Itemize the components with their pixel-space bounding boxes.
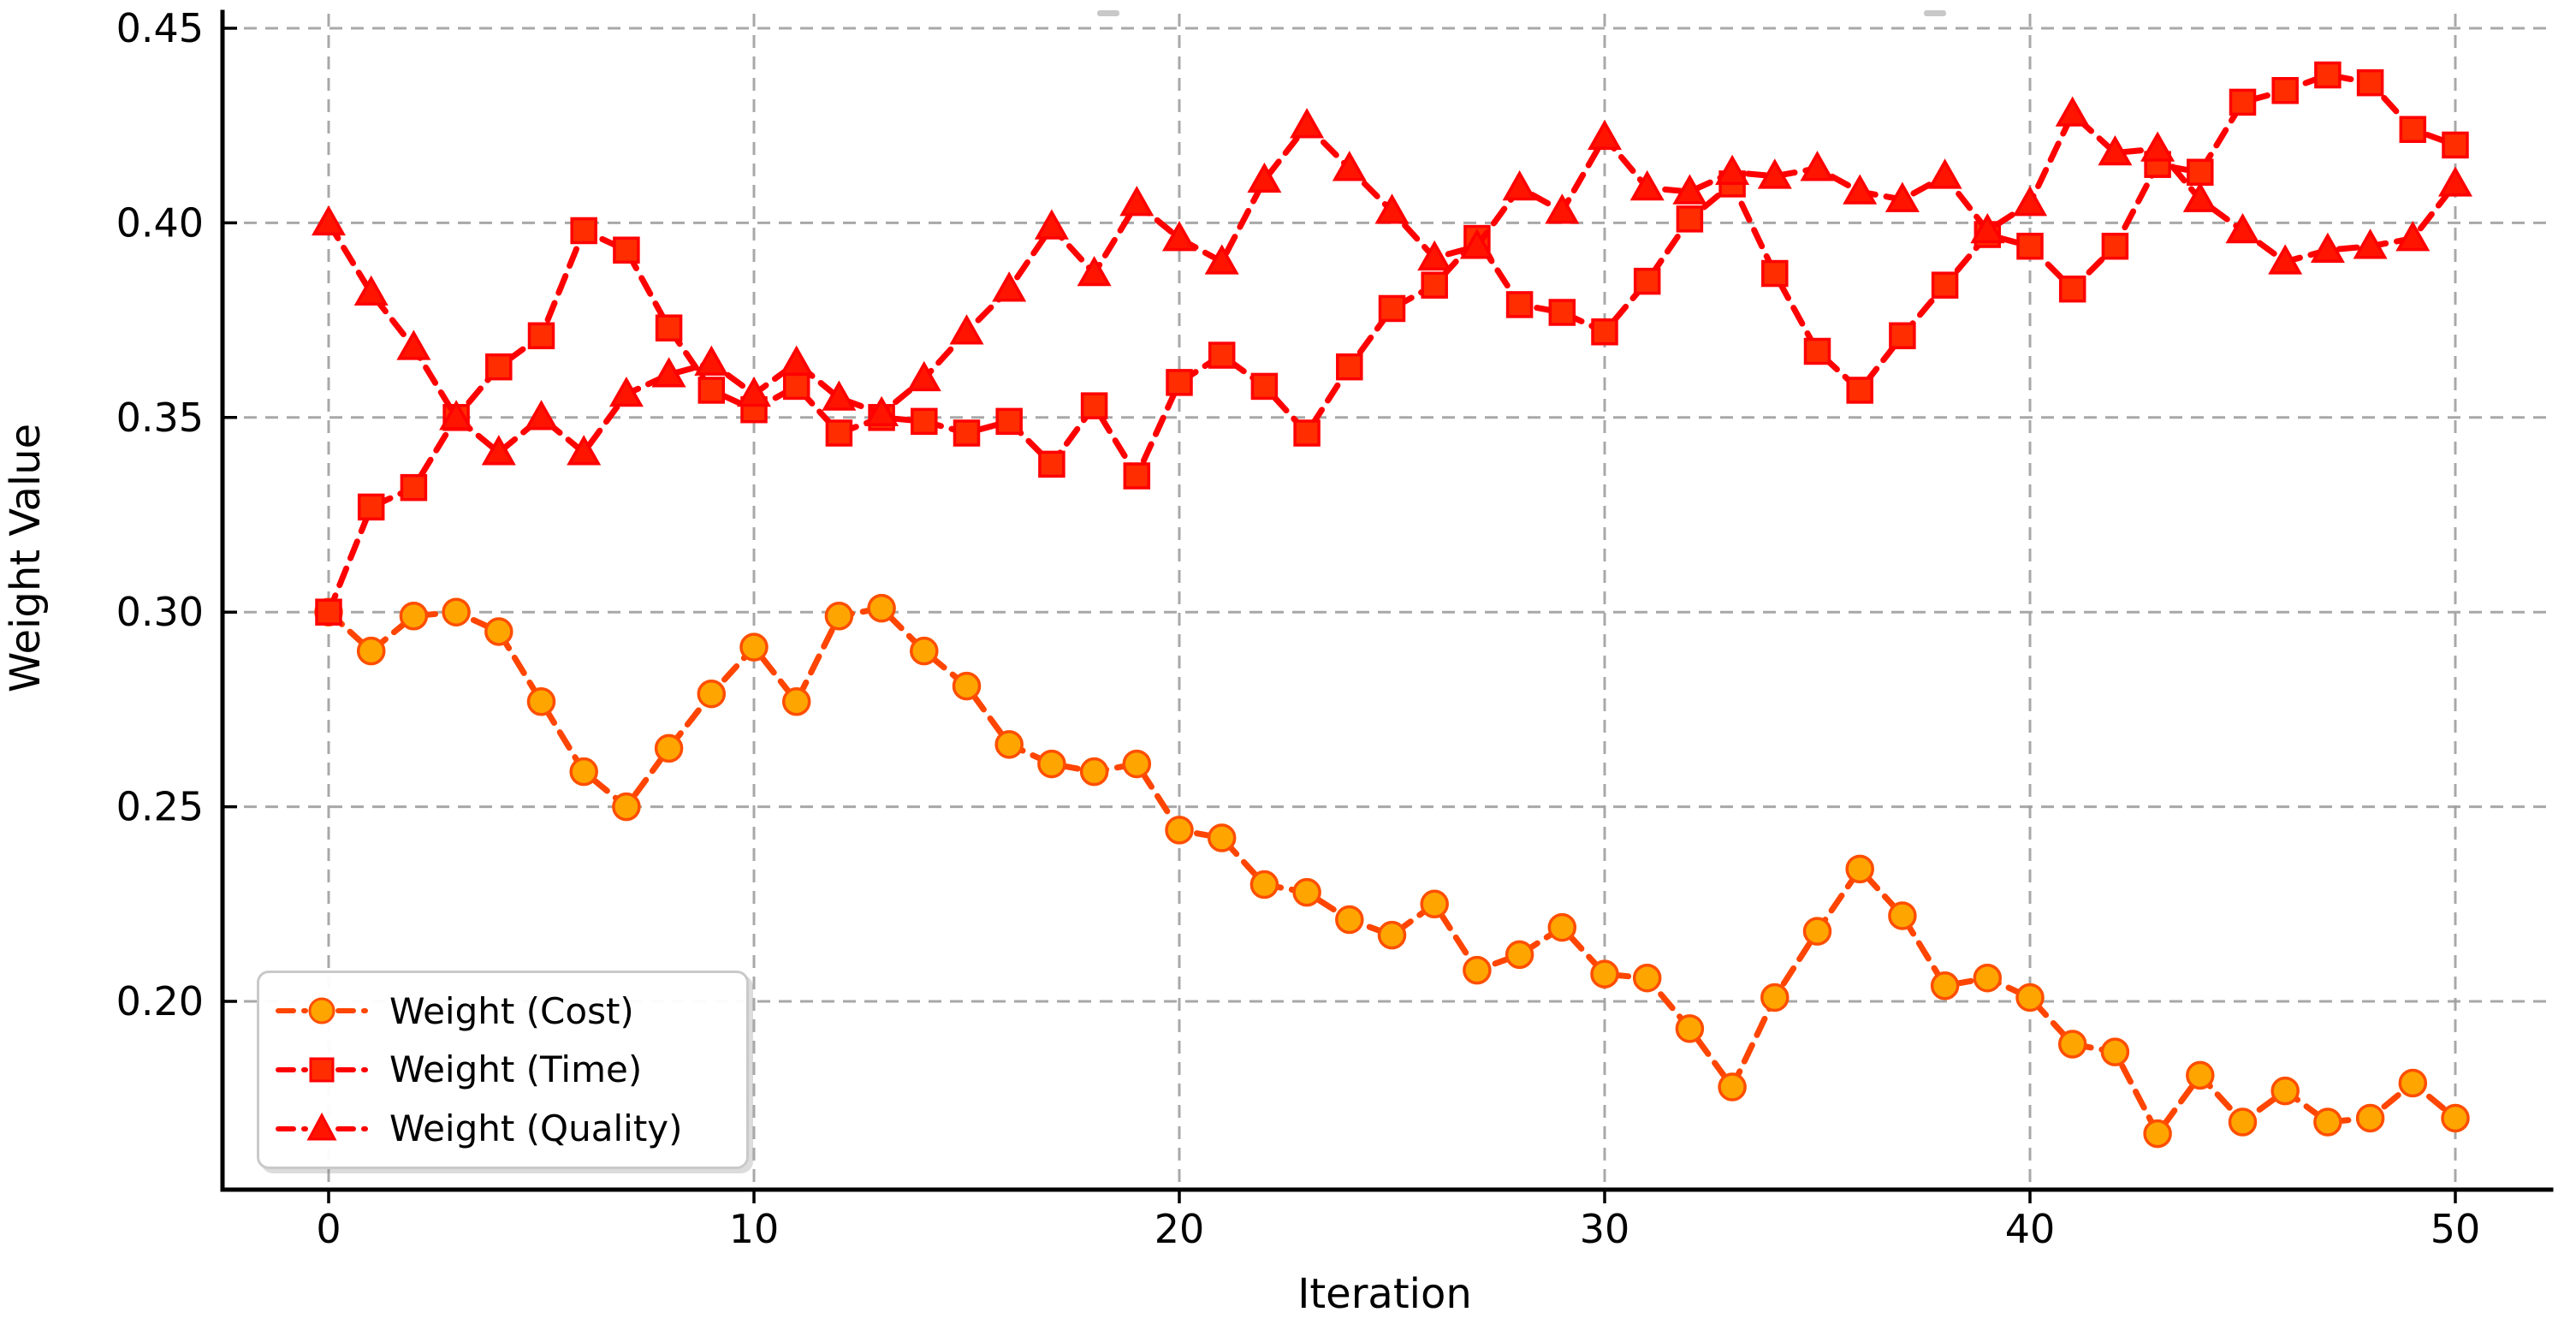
x-tick-label: 0: [316, 1206, 341, 1252]
tick-labels: 0.20 0.25 0.30 0.35 0.40 0.45 0 10 20 30 40 50: [116, 5, 2481, 1252]
series-time: [315, 61, 2469, 626]
legend: Weight (Cost) Weight (Time) Weight (Qual…: [257, 971, 749, 1169]
y-tick-label: 0.45: [116, 5, 204, 51]
x-axis-label: Iteration: [1297, 1270, 1472, 1318]
legend-label-quality: Weight (Quality): [389, 1107, 683, 1150]
x-tick-label: 50: [2431, 1206, 2481, 1252]
legend-item-quality: Weight (Quality): [275, 1101, 731, 1156]
axes-spines: [220, 9, 2554, 1192]
y-tick-label: 0.40: [116, 199, 204, 246]
legend-item-time: Weight (Time): [275, 1042, 731, 1097]
x-tick-label: 40: [2005, 1206, 2056, 1252]
x-tick-label: 10: [729, 1206, 780, 1252]
y-tick-label: 0.30: [116, 589, 204, 635]
legend-item-cost: Weight (Cost): [275, 983, 731, 1038]
time-line-square-marker-icon: [276, 1057, 368, 1083]
y-tick-label: 0.35: [116, 395, 204, 441]
series-cost: [314, 593, 2470, 1149]
quality-line-triangle-marker-icon: [276, 1112, 368, 1141]
x-tick-label: 20: [1154, 1206, 1205, 1252]
top-artifact-mark: [1924, 10, 1946, 16]
y-axis-label: Weight Value: [2, 424, 50, 692]
y-tick-label: 0.20: [116, 978, 204, 1024]
legend-label-cost: Weight (Cost): [389, 989, 634, 1032]
legend-label-time: Weight (Time): [389, 1048, 643, 1091]
y-tick-label: 0.25: [116, 784, 204, 830]
series-quality: [311, 96, 2473, 466]
x-tick-label: 30: [1580, 1206, 1630, 1252]
top-artifact-mark: [1097, 10, 1119, 16]
cost-line-circle-marker-icon: [276, 997, 368, 1024]
